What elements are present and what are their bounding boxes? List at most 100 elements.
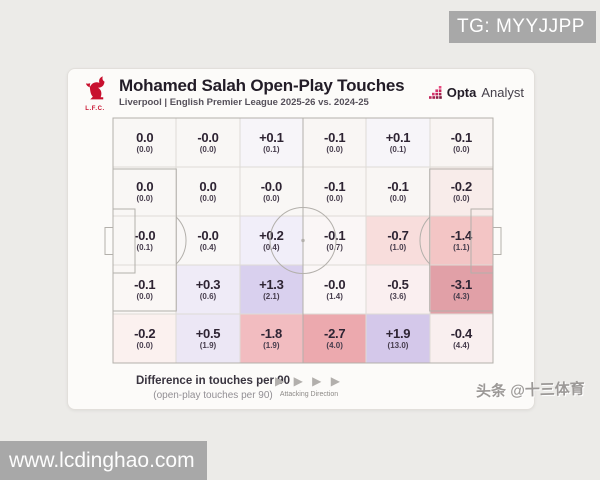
pitch-cell: -0.0 (1.4)	[302, 265, 367, 314]
cell-diff-value: -0.7	[387, 228, 409, 243]
cell-diff-value: -0.5	[387, 277, 409, 292]
cell-diff-value: -0.1	[324, 179, 346, 194]
pitch-cell: -0.4 (4.4)	[429, 314, 493, 363]
cell-diff-value: +1.9	[385, 326, 411, 341]
cell-per90-value: (0.1)	[136, 243, 153, 252]
url-watermark-text: www.lcdinghao.com	[9, 449, 195, 472]
pitch-cell: +0.1 (0.1)	[239, 118, 303, 167]
pitch-cell: 0.0 (0.0)	[176, 167, 240, 216]
legend-sublabel: (open-play touches per 90)	[153, 390, 273, 401]
cell-diff-value: 0.0	[136, 130, 154, 145]
cell-per90-value: (0.0)	[199, 194, 217, 203]
cell-per90-value: (0.0)	[263, 194, 280, 203]
pitch-cell: +0.3 (0.6)	[176, 265, 240, 314]
cell-per90-value: (4.0)	[326, 341, 343, 350]
liverpool-crest: L.F.C.	[80, 76, 110, 112]
brand-name-regular: Analyst	[481, 85, 524, 100]
pitch-cell: -0.0 (0.1)	[113, 216, 177, 265]
cell-diff-value: +0.2	[259, 228, 284, 243]
right-goal	[492, 227, 502, 255]
cell-diff-value: -1.8	[260, 326, 283, 341]
attacking-direction: ▶ ▶ ▶ ▶ Attacking Direction	[273, 374, 345, 398]
cell-diff-value: +0.3	[195, 277, 221, 292]
opta-analyst-logo: Opta Analyst	[428, 85, 524, 100]
cell-diff-value: -0.0	[260, 179, 283, 194]
cell-per90-value: (0.4)	[263, 243, 280, 252]
cell-diff-value: -3.1	[450, 277, 473, 292]
cell-per90-value: (1.4)	[326, 292, 343, 301]
cell-diff-value: -1.4	[450, 228, 473, 243]
pitch-cell: -0.1 (0.0)	[113, 265, 177, 314]
pitch-cell: +0.2 (0.4)	[239, 216, 303, 265]
pitch-cell: -0.0 (0.0)	[239, 167, 303, 216]
cell-per90-value: (4.4)	[453, 341, 470, 350]
pitch-cell: 0.0 (0.0)	[113, 118, 177, 167]
tg-watermark-text: TG: MYYJJPP	[457, 16, 585, 37]
cell-per90-value: (3.6)	[389, 292, 407, 301]
cell-per90-value: (0.1)	[389, 145, 407, 154]
brand-name-bold: Opta	[446, 85, 477, 100]
cell-diff-value: -0.4	[450, 326, 473, 341]
legend: Difference in touches per 90 (open-play …	[88, 375, 338, 401]
cell-diff-value: -0.2	[450, 179, 473, 194]
cell-per90-value: (0.0)	[136, 194, 153, 203]
pitch-cell: -1.8 (1.9)	[239, 314, 303, 363]
pitch-grid: 0.0 (0.0) -0.0 (0.0) +0.1 (0.1) -0.1 (0.0) +0.1(…	[113, 118, 493, 363]
cell-per90-value: (0.0)	[453, 194, 470, 203]
attacking-direction-label: Attacking Direction	[279, 391, 339, 398]
pitch-cell: 0.0 (0.0)	[113, 167, 177, 216]
cell-diff-value: -0.1	[324, 228, 346, 243]
legend-label: Difference in touches per 90	[135, 375, 291, 387]
stat-card: L.F.C. Mohamed Salah Open-Play Touches L…	[67, 68, 535, 410]
cell-diff-value: +0.1	[259, 130, 284, 145]
cell-per90-value: (0.0)	[453, 145, 470, 154]
cell-per90-value: (0.0)	[199, 145, 217, 154]
pitch-cell: -0.5 (3.6)	[366, 265, 430, 314]
cell-per90-value: (0.0)	[326, 145, 343, 154]
pitch-cell: -0.2 (0.0)	[113, 314, 177, 363]
pitch-cell: +1.9 (13.0)	[366, 314, 430, 363]
pitch-cell: -0.0 (0.0)	[176, 118, 240, 167]
cell-per90-value: (1.1)	[453, 243, 470, 252]
cell-per90-value: (1.9)	[263, 341, 280, 350]
cell-per90-value: (1.9)	[199, 341, 217, 350]
pitch-cell: -0.1 (0.0)	[366, 167, 430, 216]
cell-diff-value: +0.5	[195, 326, 221, 341]
cell-diff-value: 0.0	[199, 179, 217, 194]
cell-per90-value: (0.0)	[389, 194, 407, 203]
cell-per90-value: (0.7)	[326, 243, 343, 252]
cell-diff-value: -0.1	[324, 130, 346, 145]
cell-per90-value: (4.3)	[453, 292, 470, 301]
pitch-cell: +0.1 (0.1)	[366, 118, 430, 167]
cell-per90-value: (0.1)	[263, 145, 280, 154]
pitch-cell: +0.5 (1.9)	[176, 314, 240, 363]
cell-diff-value: -0.0	[324, 277, 346, 292]
cell-per90-value: (0.0)	[136, 145, 153, 154]
cell-per90-value: (0.4)	[199, 243, 217, 252]
liverpool-initials: L.F.C.	[85, 106, 105, 112]
pitch-cell: -1.4 (1.1)	[429, 216, 493, 265]
cell-per90-value: (13.0)	[387, 341, 409, 350]
cell-diff-value: -0.1	[134, 277, 156, 292]
cell-per90-value: (0.6)	[199, 292, 217, 301]
pitch-cell: +1.3 (2.1)	[239, 265, 303, 314]
pitch-cell: -0.1 (0.0)	[302, 118, 367, 167]
pitch-cell: -3.1 (4.3)	[429, 265, 493, 314]
pitch-cell: -0.1 (0.0)	[429, 118, 493, 167]
left-goal	[104, 227, 114, 255]
cell-per90-value: (2.1)	[263, 292, 280, 301]
pitch-cell: -0.1 (0.0)	[302, 167, 367, 216]
opta-dots-icon	[428, 85, 442, 99]
cell-per90-value: (0.0)	[136, 292, 153, 301]
cell-per90-value: (0.0)	[136, 341, 153, 350]
pitch-cell: -0.1 (0.7)	[302, 216, 367, 265]
cell-per90-value: (0.0)	[326, 194, 343, 203]
cell-per90-value: (1.0)	[389, 243, 407, 252]
cell-diff-value: -2.7	[324, 326, 346, 341]
pitch-cell: -2.7 (4.0)	[302, 314, 367, 363]
cell-diff-value: 0.0	[136, 179, 154, 194]
social-watermark: 头条 @十三体育	[475, 380, 586, 401]
cell-diff-value: +0.1	[385, 130, 411, 145]
liverpool-liverbird-icon	[85, 76, 105, 100]
